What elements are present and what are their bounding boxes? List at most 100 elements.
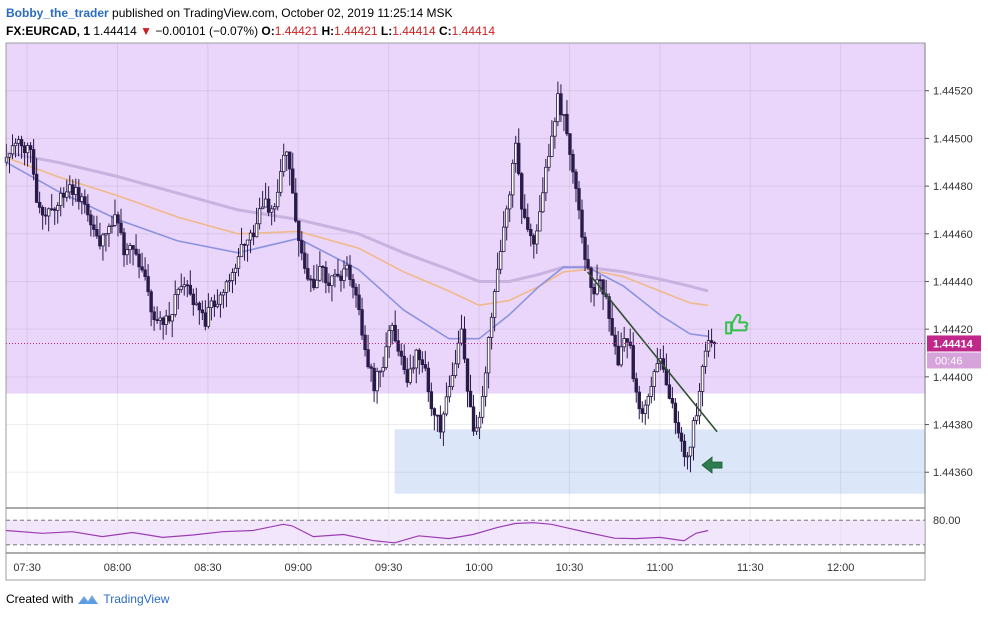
candle-up [495,268,500,292]
candle-up [170,314,174,322]
candle-down [155,319,159,322]
candle-down [339,275,343,281]
arrow-left-icon [701,456,723,474]
candle-down [140,266,144,271]
candle-up [378,370,382,373]
candle-up [622,338,626,348]
candle-up [56,205,60,211]
candle-down [40,206,45,216]
candle-down [667,384,672,399]
time-tick-label: 08:30 [194,562,222,574]
created-with-text: Created with [6,592,74,606]
candle-up [227,280,232,283]
candle-up [272,206,277,210]
footer: Created with TradingView [6,592,169,606]
candle-up [486,337,491,374]
candle-up [158,317,162,321]
candle-up [541,192,545,213]
candle-down [664,368,669,386]
candle-down [312,278,316,289]
candle-up [688,446,693,457]
candle-down [676,422,681,434]
candle-up [619,346,623,366]
annotations-layer [6,271,925,474]
candle-down [417,349,421,361]
candle-up [345,264,349,270]
price-tick-label: 1.44460 [933,229,973,241]
candle-down [306,268,310,280]
tradingview-logo-icon [78,595,99,604]
published-text: published on TradingView.com, October 02… [112,6,453,20]
current-price-label: 1.44414 [933,338,974,350]
candle-up [282,154,286,173]
candle-up [182,284,186,288]
candle-up [498,251,503,270]
candle-up [224,281,229,293]
candle-up [104,233,108,236]
candle-down [200,309,205,314]
candle-up [390,325,394,332]
candle-down [251,232,256,238]
candle-up [483,372,488,397]
candle-up [257,208,262,225]
candle-up [239,243,244,258]
candle-up [4,156,9,163]
candle-up [80,196,84,202]
candle-down [363,334,367,351]
candle-up [694,415,699,421]
price-chart[interactable]: 1.44360 1.44380 1.44400 1.44420 1.44440 1.444… [0,0,988,590]
candle-up [501,226,506,252]
open-label: O: [261,24,275,38]
candle-down [471,406,476,432]
candle-down [77,187,81,202]
price-tick-label: 1.44520 [933,86,973,98]
candle-up [233,267,238,273]
candle-down [95,229,99,237]
time-tick-label: 07:30 [13,562,41,574]
candle-down [22,145,27,154]
candle-down [188,284,192,295]
author-link[interactable]: Bobby_the_trader [6,6,109,20]
candle-down [62,192,66,198]
time-tick-label: 11:30 [737,562,764,574]
rsi-pane: 80.00 [5,515,961,546]
candle-down [571,154,575,173]
candle-up [275,191,280,208]
candle-down [580,209,584,238]
candle-up [215,303,220,308]
thumbs-up-icon [725,313,749,335]
candle-down [360,309,364,336]
candle-up [318,266,322,281]
candle-up [550,135,554,157]
candle-up [447,386,452,398]
price-tick-label: 1.44440 [933,276,973,288]
candle-up [643,404,647,414]
candle-up [444,396,449,415]
current-price-tag [927,335,981,352]
candle-up [535,230,539,245]
candle-down [294,192,298,222]
chart-frame [5,42,926,581]
ema-slow-line [5,151,709,293]
candle-down [420,359,425,365]
candle-up [285,151,289,156]
candle-up [110,224,114,227]
countdown-tag [927,352,981,369]
candle-down [122,232,126,256]
candle-up [562,113,566,116]
candle-down [297,220,301,241]
candle-up [652,371,657,387]
candle-up [101,234,105,247]
candle-down [71,184,75,195]
candle-up [553,121,557,137]
candle-up [489,316,494,338]
price-tick-label: 1.44360 [933,467,973,479]
candle-down [327,282,331,286]
candle-up [492,291,497,318]
candle-up [441,413,446,433]
candle-up [230,272,235,281]
tradingview-link[interactable]: TradingView [103,592,170,606]
candle-up [179,286,183,290]
candle-down [399,350,403,357]
candle-up [107,226,111,234]
